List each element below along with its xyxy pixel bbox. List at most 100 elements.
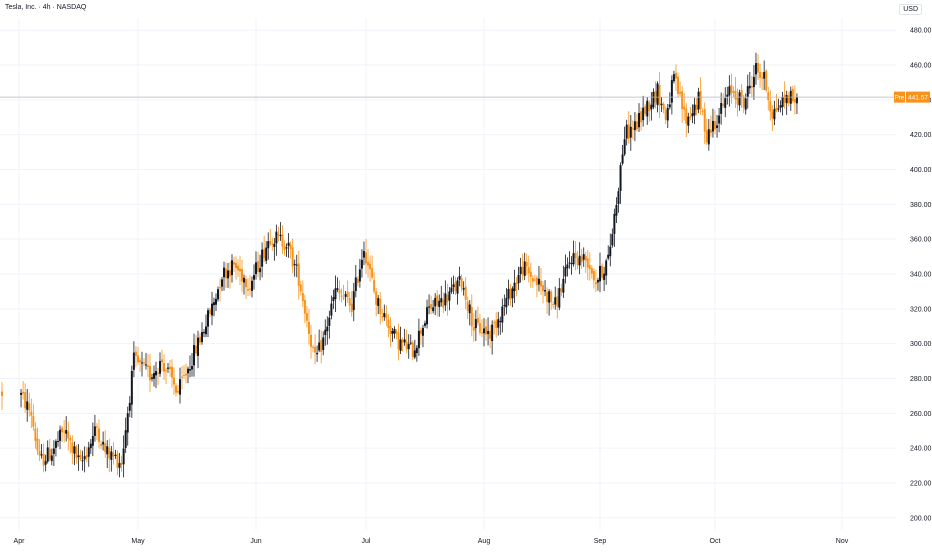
candle-body (601, 265, 604, 278)
candle-body (596, 280, 599, 283)
candle-body (409, 342, 412, 344)
candle-body (193, 345, 195, 366)
candle-body (403, 339, 406, 343)
candle-body (759, 72, 762, 78)
candle-body (584, 255, 587, 261)
candle-body (336, 288, 339, 290)
candle-body (693, 104, 696, 116)
candle-body (476, 317, 479, 324)
candle-body (161, 359, 163, 363)
candle-body (722, 103, 725, 106)
candle-body (485, 326, 488, 335)
candle-body (124, 430, 127, 448)
candle-body (742, 97, 745, 108)
candle-body (303, 299, 306, 314)
candle-body (197, 337, 199, 356)
candle-body (531, 278, 534, 282)
candle-body (642, 107, 645, 121)
candle-body (748, 85, 751, 89)
candle-body (205, 326, 207, 335)
candle-body (691, 113, 694, 117)
candle-body (438, 300, 441, 308)
candle-body (143, 362, 145, 364)
candle-body (145, 364, 147, 366)
candle-body (746, 86, 749, 98)
candle-body (128, 402, 131, 411)
candle-body (444, 293, 447, 306)
candle-body (716, 125, 719, 128)
candle-body (507, 289, 510, 299)
x-tick-label: Nov (836, 538, 849, 545)
candle-body (590, 268, 593, 274)
candle-body (533, 279, 536, 281)
candle-body (373, 280, 376, 292)
candle-body (187, 368, 189, 374)
candles (1, 52, 798, 478)
candle-body (470, 307, 473, 327)
candle-body (660, 103, 663, 105)
candle-body (535, 277, 538, 286)
candle-body (67, 431, 70, 439)
candle-body (491, 324, 494, 342)
candle-body (405, 341, 408, 350)
x-tick-label: Oct (710, 538, 721, 545)
candle-body (419, 329, 422, 335)
candle-body (732, 91, 735, 93)
candle-body (617, 191, 620, 205)
candle-body (572, 253, 575, 265)
candle-body (63, 431, 66, 433)
candle-body (375, 291, 378, 305)
candle-body (460, 278, 463, 288)
candle-body (685, 108, 688, 124)
candle-body (750, 85, 753, 88)
candle-body (646, 100, 649, 117)
candle-body (38, 450, 41, 456)
candle-body (110, 451, 113, 460)
candle-body (699, 90, 702, 109)
candle-body (100, 444, 103, 446)
candle-body (241, 269, 243, 282)
candle-body (679, 91, 682, 94)
candle-body (765, 70, 768, 91)
candle-body (251, 280, 253, 291)
candle-body (515, 282, 518, 285)
candle-body (118, 463, 121, 468)
candle-body (93, 426, 96, 436)
candle-body (442, 299, 445, 308)
candle-body (157, 372, 159, 374)
price-axis[interactable]: 200.00 220.00 240.00 260.00 280.00 300.00 320.… (910, 28, 932, 523)
candle-body (367, 261, 370, 266)
candle-body (305, 313, 308, 321)
y-tick-label: 220.00 (910, 480, 932, 487)
candle-body (785, 95, 788, 104)
currency-button[interactable]: USD (899, 4, 922, 15)
time-axis[interactable]: Apr May Jun Jul Aug Sep Oct Nov (14, 538, 849, 545)
candle-body (175, 385, 177, 393)
candle-body (644, 106, 647, 115)
candle-body (320, 340, 323, 352)
candle-body (640, 111, 643, 123)
candle-body (415, 347, 418, 353)
candle-body (269, 240, 272, 245)
candle-body (316, 352, 319, 355)
candle-body (358, 269, 361, 282)
candle-body (529, 271, 532, 277)
candle-body (36, 438, 39, 451)
candle-body (291, 247, 294, 267)
candle-body (627, 124, 630, 139)
candle-body (544, 290, 547, 292)
candle-body (243, 277, 245, 283)
candle-body (781, 97, 784, 107)
candle-body (75, 446, 78, 459)
candle-body (379, 298, 382, 314)
candle-body (149, 365, 151, 381)
candle-body (377, 298, 380, 306)
candle-body (724, 98, 727, 108)
candle-body (603, 273, 606, 280)
candle-body (217, 289, 219, 300)
candle-body (153, 373, 155, 379)
candle-body (687, 116, 690, 126)
candle-body (521, 266, 524, 275)
